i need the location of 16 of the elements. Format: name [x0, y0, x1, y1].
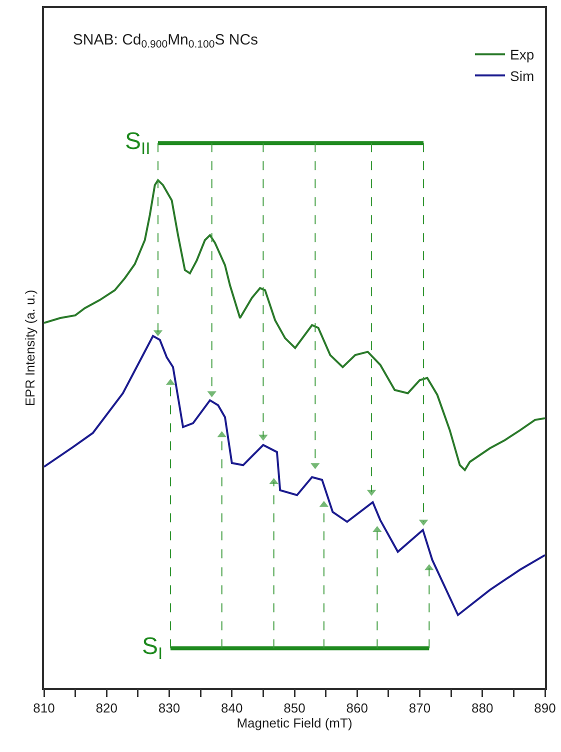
x-axis-title: Magnetic Field (mT)	[236, 716, 352, 731]
x-tick-label: 870	[408, 700, 431, 716]
x-tick-label: 860	[346, 700, 368, 716]
x-tick-label: 810	[33, 700, 55, 716]
series-label: S$_{I}$	[142, 633, 163, 664]
x-tick-label: 840	[221, 700, 243, 716]
x-tick-label: 820	[96, 700, 118, 716]
legend-label: Sim	[510, 68, 534, 84]
y-axis-title: EPR Intensity (a. u.)	[22, 290, 38, 406]
legend-label: Exp	[510, 46, 534, 63]
x-tick-label: 890	[534, 700, 556, 716]
x-tick-label: 850	[284, 700, 306, 716]
x-tick-label: 830	[158, 700, 180, 716]
chart-title: SNAB: Cd$_{0.900}$Mn$_{0.100}$S NCs	[72, 31, 258, 50]
series-label: S$_{II}$	[125, 128, 150, 158]
x-tick-label: 880	[472, 700, 494, 716]
